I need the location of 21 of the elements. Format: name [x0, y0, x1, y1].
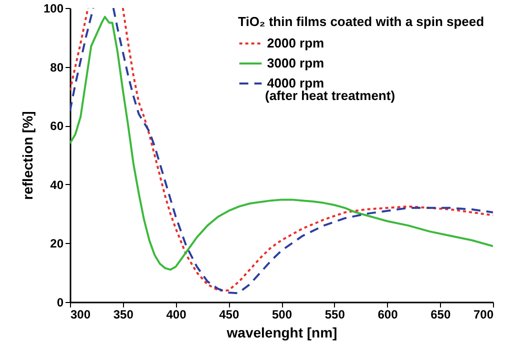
x-tick-label: 500 [272, 308, 292, 322]
x-axis-title: wavelenght [nm] [226, 324, 338, 340]
x-tick-label: 450 [219, 308, 240, 322]
y-tick-label: 80 [50, 60, 64, 74]
y-tick-label: 60 [50, 119, 64, 134]
y-tick-label: 20 [50, 236, 64, 251]
legend-label: 4000 rpm [267, 76, 324, 90]
y-axis-title: reflection [%] [19, 111, 36, 200]
x-tick-label: 650 [430, 308, 451, 322]
legend-label: 3000 rpm [267, 56, 324, 70]
x-tick-label: 550 [324, 308, 346, 322]
x-tick-label: 600 [378, 308, 398, 322]
y-tick-label: 0 [56, 296, 64, 310]
x-tick-label: 700 [473, 308, 494, 322]
x-tick-label: 300 [70, 308, 91, 322]
y-tick-label: 40 [50, 178, 64, 192]
x-tick-label: 350 [113, 308, 134, 322]
y-tick-label: 100 [43, 2, 64, 16]
legend-label: 2000 rpm [267, 36, 324, 50]
x-tick-label: 400 [166, 308, 187, 322]
legend-title: TiO₂ thin films coated with a spin speed [238, 14, 484, 29]
